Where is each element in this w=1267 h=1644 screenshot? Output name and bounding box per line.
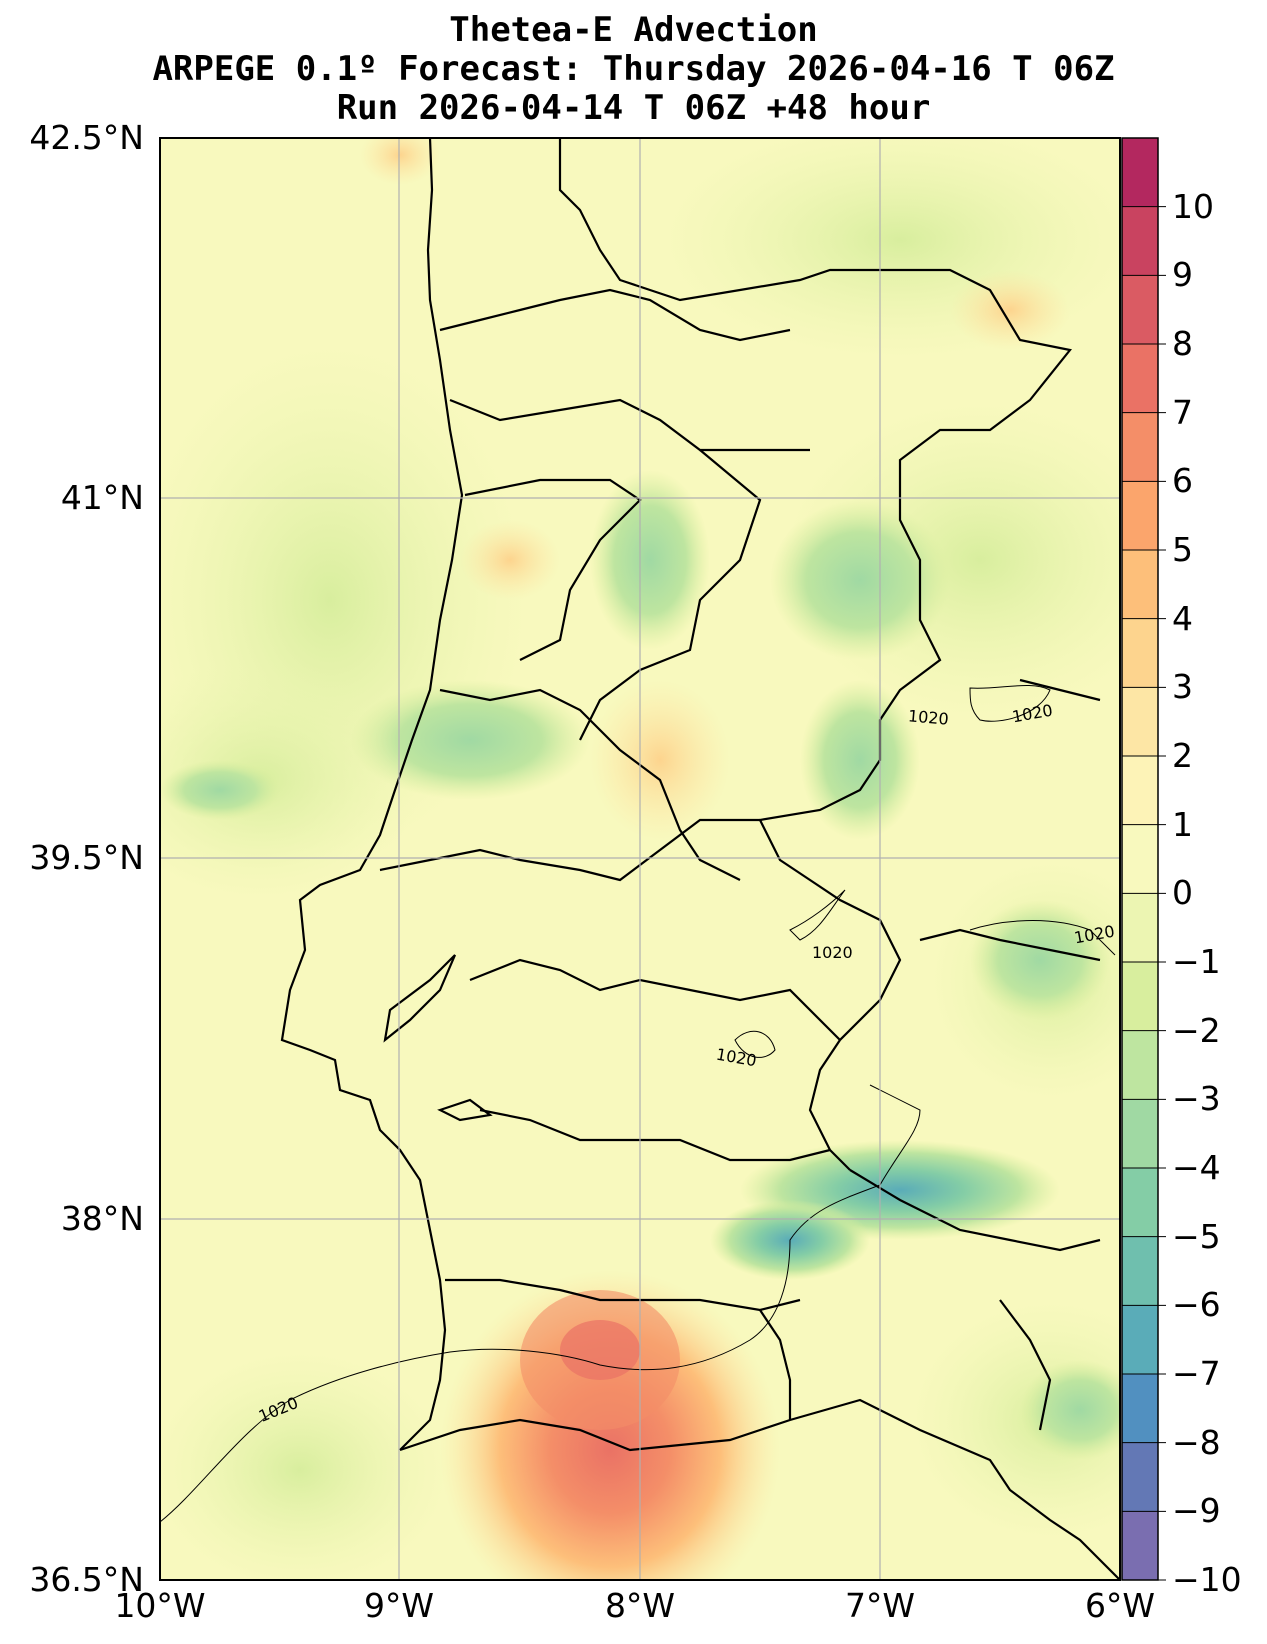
lat-label-42-5: 42.5°N (29, 118, 144, 157)
colorbar-tick-label: 1 (1172, 804, 1193, 844)
colorbar-tick-label: 0 (1172, 873, 1193, 913)
colorbar (1121, 137, 1166, 1581)
colorbar-tick-label: 6 (1172, 461, 1193, 501)
colorbar-tick-label: −5 (1172, 1216, 1221, 1256)
colorbar-tick-label: 4 (1172, 598, 1193, 638)
colorbar-segment (1122, 1236, 1158, 1306)
colorbar-segment (1122, 1030, 1158, 1100)
colorbar-segment (1122, 824, 1158, 894)
lon-label-9w: 9°W (363, 1586, 435, 1625)
colorbar-tick-label: 5 (1172, 530, 1193, 569)
isobar-label-3: 1020 (812, 943, 853, 962)
colorbar-segment (1122, 275, 1158, 345)
colorbar-segment (1122, 756, 1158, 826)
advection-field (160, 138, 1120, 1580)
colorbar-segment (1122, 1511, 1158, 1581)
colorbar-segment (1122, 1305, 1158, 1375)
colorbar-tick-label: 10 (1172, 186, 1214, 226)
lon-label-7w: 7°W (844, 1586, 916, 1625)
map-subtitle-forecast: ARPEGE 0.1º Forecast: Thursday 2026-04-1… (152, 49, 1115, 89)
colorbar-segment (1122, 1442, 1158, 1512)
colorbar-tick-label: −4 (1172, 1148, 1221, 1187)
gridlines (160, 138, 1120, 1580)
colorbar-segment (1122, 618, 1158, 688)
colorbar-segment (1122, 412, 1158, 482)
colorbar-tick-label: −7 (1172, 1354, 1221, 1393)
lon-label-8w: 8°W (604, 1586, 676, 1625)
isobar-label-1: 1020 (907, 706, 950, 729)
colorbar-tick-label: −3 (1172, 1079, 1221, 1119)
colorbar-segment (1122, 687, 1158, 757)
colorbar-tick-label: −1 (1172, 942, 1221, 981)
colorbar-segment (1122, 550, 1158, 620)
colorbar-segment (1122, 893, 1158, 963)
colorbar-tick-label: 3 (1172, 667, 1193, 707)
colorbar-segment (1122, 1168, 1158, 1238)
coastlines (280, 138, 1120, 1580)
lat-label-41: 41°N (60, 478, 144, 517)
colorbar-segment (1122, 206, 1158, 276)
colorbar-segment (1122, 481, 1158, 551)
isobars (160, 685, 1116, 1523)
colorbar-tick-label: 8 (1172, 324, 1193, 363)
lat-label-36-5: 36.5°N (29, 1560, 144, 1599)
map-subtitle-run: Run 2026-04-14 T 06Z +48 hour (336, 88, 931, 128)
colorbar-segment (1122, 962, 1158, 1032)
colorbar-tick-label: 9 (1172, 255, 1193, 295)
lat-label-38: 38°N (60, 1199, 144, 1238)
colorbar-segment (1122, 1099, 1158, 1169)
map-frame (159, 137, 1121, 1581)
west-coastline (280, 138, 464, 1451)
map-title: Thetea-E Advection (449, 10, 818, 50)
lon-label-6w: 6°W (1084, 1586, 1156, 1625)
colorbar-tick-label: −2 (1172, 1010, 1221, 1050)
lat-label-39-5: 39.5°N (29, 838, 144, 877)
colorbar-tick-label: −6 (1172, 1285, 1221, 1325)
lon-label-10w: 10°W (114, 1586, 206, 1625)
border-line (558, 138, 1072, 1171)
colorbar-tick-label: −10 (1172, 1560, 1242, 1599)
colorbar-segment (1122, 1374, 1158, 1444)
colorbar-tick-label: 2 (1172, 736, 1193, 775)
colorbar-segment (1122, 138, 1158, 208)
colorbar-segment (1122, 344, 1158, 414)
colorbar-tick-label: −9 (1172, 1491, 1221, 1531)
colorbar-tick-label: 7 (1172, 392, 1193, 432)
colorbar-tick-label: −8 (1172, 1422, 1221, 1462)
